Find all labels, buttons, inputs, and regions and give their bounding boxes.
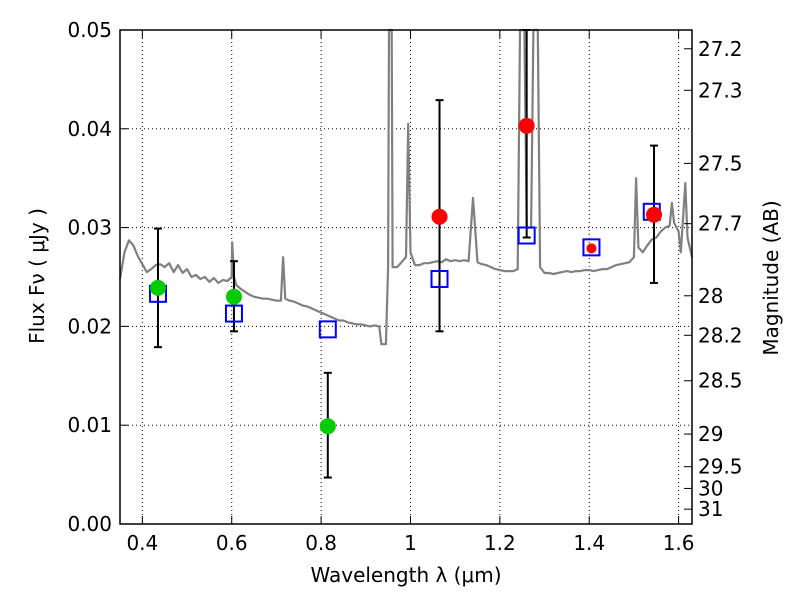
y2-tick-label: 31	[698, 497, 723, 521]
x-tick-label: 0.6	[216, 531, 248, 555]
data-point	[319, 418, 336, 435]
y2-tick-label: 28	[698, 284, 723, 308]
model-square-marker	[224, 304, 243, 323]
y-tick-label: 0.02	[67, 314, 112, 338]
spectrum-line	[118, 28, 694, 346]
axes-frame	[119, 29, 693, 525]
y2-axis-label: Magnitude (AB)	[759, 200, 783, 355]
data-point	[646, 206, 663, 223]
data-point	[149, 279, 166, 296]
y-axis-ticks: 0.00 0.01 0.02 0.03 0.04 0.05	[67, 18, 128, 536]
y2-tick-label: 27.7	[698, 212, 743, 236]
x-tick-label: 0.4	[126, 531, 158, 555]
plot-frame	[119, 29, 693, 525]
x-tick-label: 1	[404, 531, 417, 555]
y-tick-label: 0.05	[67, 18, 112, 42]
x-axis-ticks: 0.4 0.6 0.8 1 1.2 1.4 1.6	[126, 30, 695, 555]
y2-tick-label: 28.2	[698, 323, 743, 347]
x-tick-label: 1.2	[484, 531, 516, 555]
x-tick-label: 1.6	[663, 531, 695, 555]
x-axis-label: Wavelength λ (μm)	[310, 563, 501, 587]
data-markers	[148, 117, 663, 435]
y2-tick-label: 27.5	[698, 151, 743, 175]
x-tick-label: 0.8	[305, 531, 337, 555]
data-point	[518, 117, 535, 134]
y-tick-label: 0.00	[67, 512, 112, 536]
y2-tick-label: 30	[698, 476, 723, 500]
model-square-marker	[318, 320, 337, 339]
y2-tick-label: 27.3	[698, 78, 743, 102]
spectrum-series	[118, 28, 694, 346]
y2-tick-label: 29	[698, 422, 723, 446]
data-point	[431, 208, 448, 225]
y-axis-label: Flux Fν ( μJy )	[25, 208, 49, 344]
model-square-marker	[582, 238, 601, 257]
data-point	[586, 243, 597, 254]
y-tick-label: 0.03	[67, 216, 112, 240]
y2-tick-label: 29.5	[698, 455, 743, 479]
data-point	[225, 288, 242, 305]
x-tick-label: 1.4	[573, 531, 605, 555]
y-tick-label: 0.04	[67, 117, 112, 141]
model-square-marker	[430, 269, 449, 288]
y2-tick-label: 27.2	[698, 37, 743, 61]
y-tick-label: 0.01	[67, 413, 112, 437]
model-square-marker	[517, 226, 536, 245]
y2-tick-label: 28.5	[698, 369, 743, 393]
